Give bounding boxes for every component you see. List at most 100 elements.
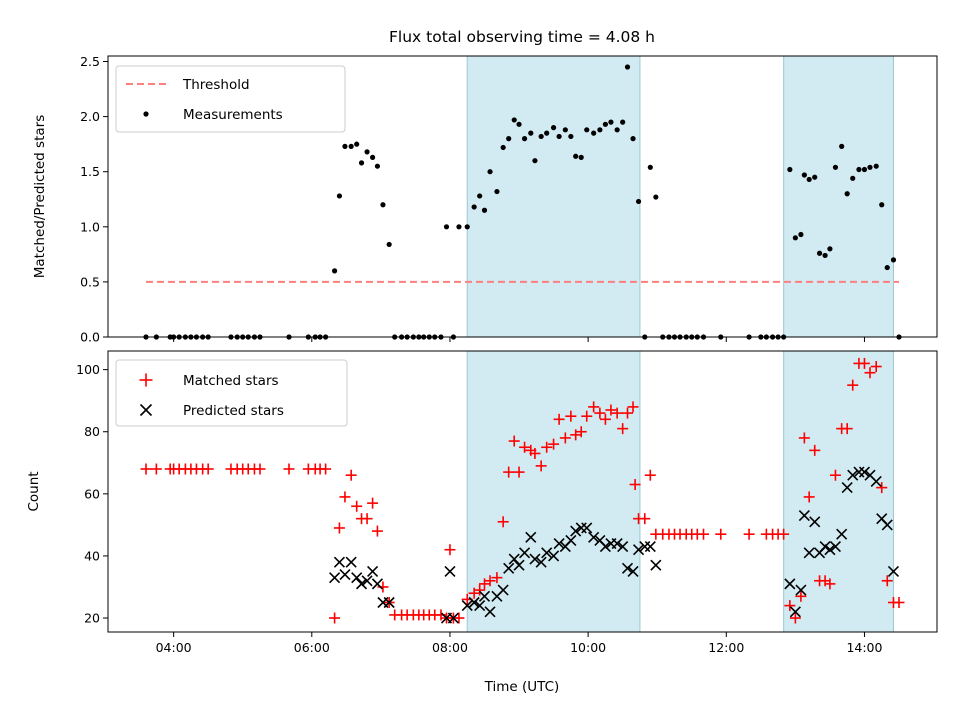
matched-star-point xyxy=(453,612,465,624)
measurement-point xyxy=(647,164,653,170)
measurement-point xyxy=(630,136,636,142)
matched-star-point xyxy=(351,500,363,512)
measurement-point xyxy=(511,117,517,123)
measurement-point xyxy=(342,143,348,149)
matched-star-point xyxy=(484,575,496,587)
matched-star-point xyxy=(784,600,796,612)
measurement-point xyxy=(879,202,885,208)
predicted-star-point xyxy=(541,547,553,559)
ratio-legend-box xyxy=(115,65,346,133)
measurement-point xyxy=(822,252,828,259)
matched-star-point xyxy=(345,469,357,481)
matched-star-point xyxy=(588,401,600,413)
measurement-point xyxy=(591,130,597,136)
xtick-label: 06:00 xyxy=(294,640,330,655)
matched-star-point xyxy=(803,491,815,503)
matched-star-point xyxy=(639,513,651,525)
count-y-axis-label: Count xyxy=(26,471,42,511)
matched-star-point xyxy=(798,432,810,444)
predicted-star-point xyxy=(529,553,541,565)
predicted-star-point xyxy=(383,596,395,609)
panel-count: 20 40 60 80 100 04:00 06:00 08:00 10:00 12:00 14:… xyxy=(26,350,938,695)
matched-star-point xyxy=(570,429,582,441)
measurement-point xyxy=(812,174,818,180)
matched-star-point xyxy=(876,482,888,494)
predicted-star-point xyxy=(444,565,456,578)
measurement-point xyxy=(844,191,850,197)
predicted-star-point xyxy=(841,482,853,494)
count-x-ticks: 04:00 06:00 08:00 10:00 12:00 14:00 xyxy=(156,632,883,655)
predicted-star-point xyxy=(371,578,383,590)
measurement-point xyxy=(532,158,538,164)
matched-star-point xyxy=(371,525,383,537)
legend-threshold-label: Threshold xyxy=(182,77,250,93)
count-shade-0 xyxy=(466,350,641,633)
matched-star-point xyxy=(503,466,515,478)
measurement-point xyxy=(369,154,376,160)
matched-star-point xyxy=(829,469,841,481)
measurement-point xyxy=(653,194,659,200)
measurement-point xyxy=(867,164,873,170)
ratio-shade-0 xyxy=(466,55,641,338)
matched-star-point xyxy=(535,460,547,472)
measurement-point xyxy=(614,127,620,133)
matched-star-point xyxy=(795,590,807,602)
predicted-star-point xyxy=(824,544,836,556)
predicted-star-point xyxy=(553,537,565,550)
matched-star-point xyxy=(715,528,727,540)
predicted-star-point xyxy=(644,541,656,553)
matched-star-point xyxy=(778,528,790,540)
matched-star-point xyxy=(644,469,656,481)
predicted-star-point xyxy=(535,556,547,568)
matched-star-point xyxy=(847,379,859,391)
predicted-star-point xyxy=(853,466,865,478)
measurement-point xyxy=(827,246,833,252)
predicted-star-point xyxy=(351,572,363,584)
predicted-star-point xyxy=(847,469,859,481)
ratio-y-axis-label: Matched/Predicted stars xyxy=(32,115,48,278)
measurement-point xyxy=(573,153,579,159)
predicted-star-point xyxy=(858,466,871,478)
predicted-star-point xyxy=(803,547,815,559)
count-legend-box xyxy=(115,359,348,427)
matched-star-point xyxy=(491,572,503,584)
matched-star-point xyxy=(809,444,821,456)
matched-star-point xyxy=(743,528,755,540)
matched-star-point xyxy=(841,423,853,435)
matched-star-point xyxy=(565,410,577,422)
predicted-star-point xyxy=(798,509,810,522)
predicted-star-point xyxy=(588,531,600,543)
predicted-star-point xyxy=(829,541,842,553)
measurement-point xyxy=(538,133,544,140)
measurement-point xyxy=(556,133,562,140)
matched-star-point xyxy=(367,497,379,509)
count-ytick-label: 80 xyxy=(84,424,100,439)
measurement-point xyxy=(374,163,381,169)
count-legend: Matched stars Predicted stars xyxy=(115,359,348,427)
ratio-shade-1 xyxy=(783,55,894,338)
predicted-star-point xyxy=(503,562,515,574)
matched-star-point xyxy=(617,423,629,435)
measurement-point xyxy=(331,268,338,274)
predicted-star-point xyxy=(345,556,357,568)
measurement-point xyxy=(506,136,512,142)
measurement-point xyxy=(443,224,450,230)
count-ytick-label: 100 xyxy=(76,362,100,377)
measurement-point xyxy=(477,193,483,199)
xtick-label: 12:00 xyxy=(708,640,744,655)
predicted-star-point xyxy=(367,565,379,578)
ratio-axes-frame xyxy=(107,55,938,338)
matched-star-point xyxy=(864,367,876,379)
matched-star-point xyxy=(870,361,882,373)
predicted-star-point xyxy=(789,606,801,618)
matched-star-point xyxy=(553,413,565,425)
matched-star-point xyxy=(824,578,836,590)
measurement-point xyxy=(856,166,862,173)
matched-stars-points xyxy=(140,357,905,624)
predicted-star-point xyxy=(632,544,645,556)
measurement-point xyxy=(471,204,477,210)
matched-star-point xyxy=(479,578,491,590)
predicted-star-point xyxy=(836,528,848,540)
measurement-point xyxy=(568,133,574,140)
matched-star-point xyxy=(881,575,893,587)
